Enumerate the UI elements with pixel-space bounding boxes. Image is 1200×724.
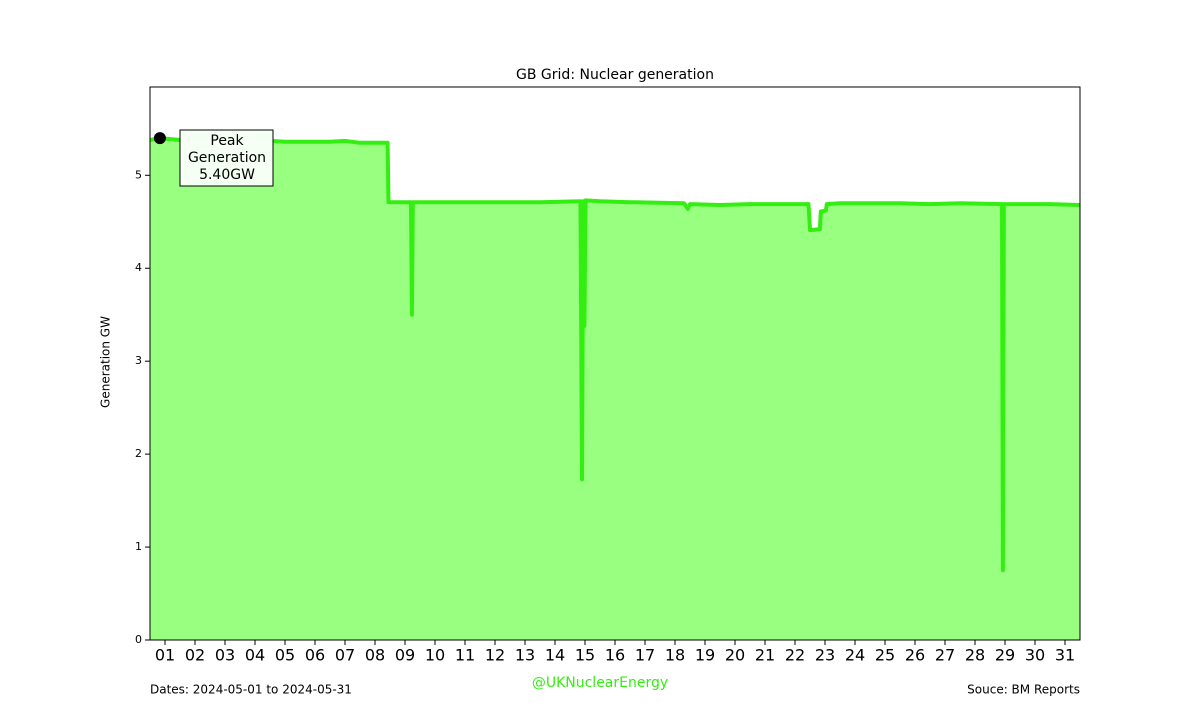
x-tick-label: 06 bbox=[305, 646, 325, 665]
annotation-text: 5.40GW bbox=[199, 167, 255, 183]
y-tick-label: 5 bbox=[135, 168, 142, 181]
x-tick-label: 13 bbox=[515, 646, 535, 665]
y-tick-label: 3 bbox=[135, 354, 142, 367]
annotation-box bbox=[179, 129, 274, 187]
x-tick-label: 18 bbox=[665, 646, 685, 665]
x-tick-label: 17 bbox=[635, 646, 655, 665]
x-tick-label: 28 bbox=[965, 646, 985, 665]
x-tick-label: 09 bbox=[395, 646, 415, 665]
x-tick-label: 10 bbox=[425, 646, 445, 665]
peak-marker bbox=[153, 132, 166, 145]
x-tick-label: 29 bbox=[995, 646, 1015, 665]
x-tick-label: 30 bbox=[1025, 646, 1045, 665]
annotation-text: Peak bbox=[210, 133, 244, 149]
y-axis-label: Generation GW bbox=[99, 316, 113, 408]
x-tick-label: 03 bbox=[215, 646, 235, 665]
x-tick-label: 26 bbox=[905, 646, 925, 665]
x-tick-label: 05 bbox=[275, 646, 295, 665]
line bbox=[149, 136, 1081, 573]
x-tick-label: 31 bbox=[1055, 646, 1075, 665]
x-tick-label: 15 bbox=[575, 646, 595, 665]
y-tick-label: 4 bbox=[135, 261, 142, 274]
x-tick-label: 14 bbox=[545, 646, 565, 665]
x-tick-label: 23 bbox=[815, 646, 835, 665]
x-tick-label: 16 bbox=[605, 646, 625, 665]
annotation-text: Generation bbox=[188, 150, 266, 166]
x-tick-label: 24 bbox=[845, 646, 865, 665]
footer-handle: @UKNuclearEnergy bbox=[532, 675, 668, 691]
chart-title: GB Grid: Nuclear generation bbox=[516, 67, 714, 83]
x-tick-label: 21 bbox=[755, 646, 775, 665]
x-tick-label: 07 bbox=[335, 646, 355, 665]
x-tick-label: 11 bbox=[455, 646, 475, 665]
x-tick-label: 19 bbox=[695, 646, 715, 665]
y-tick-label: 0 bbox=[135, 633, 142, 646]
footer-dates: Dates: 2024-05-01 to 2024-05-31 bbox=[150, 683, 352, 697]
x-tick-label: 22 bbox=[785, 646, 805, 665]
area bbox=[150, 138, 1080, 640]
x-tick-label: 01 bbox=[155, 646, 175, 665]
x-tick-label: 27 bbox=[935, 646, 955, 665]
x-tick-label: 25 bbox=[875, 646, 895, 665]
x-tick-label: 04 bbox=[245, 646, 265, 665]
y-tick-label: 2 bbox=[135, 447, 142, 460]
y-tick-label: 1 bbox=[135, 540, 142, 553]
x-tick-label: 02 bbox=[185, 646, 205, 665]
x-tick-label: 08 bbox=[365, 646, 385, 665]
x-tick-label: 12 bbox=[485, 646, 505, 665]
footer-source: Souce: BM Reports bbox=[967, 683, 1080, 697]
x-tick-label: 20 bbox=[725, 646, 745, 665]
